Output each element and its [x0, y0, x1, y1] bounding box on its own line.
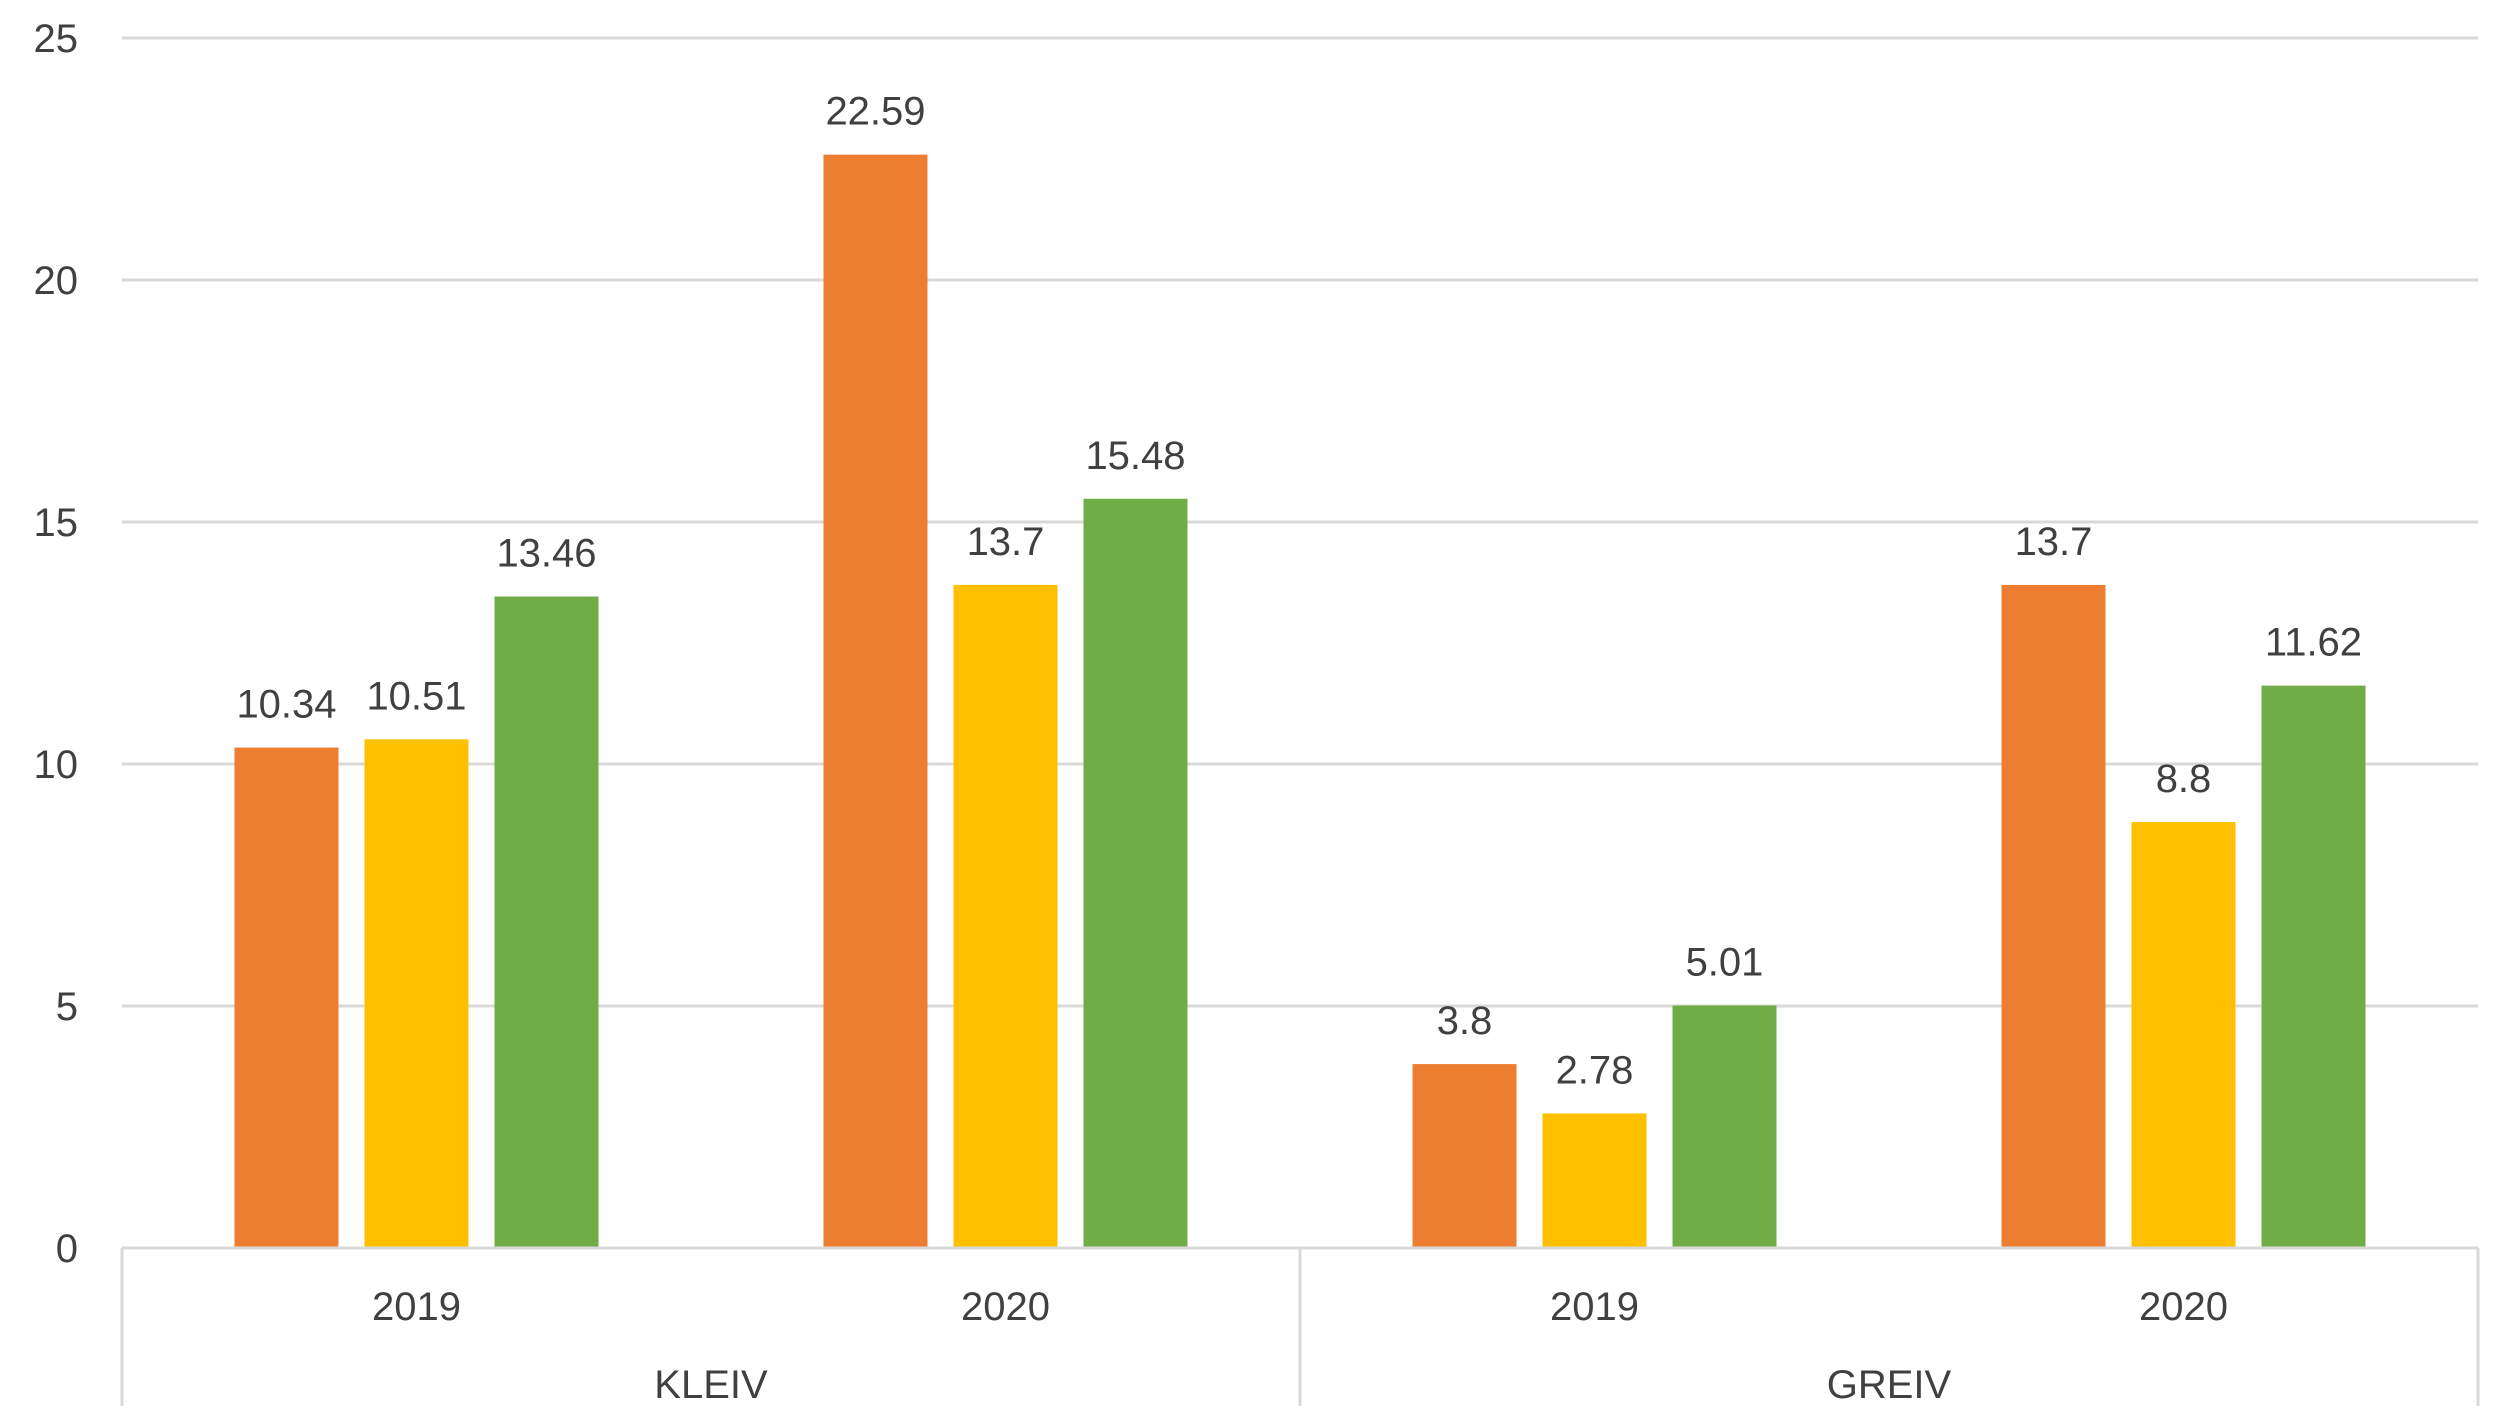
data-label: 10.51	[366, 674, 466, 718]
bar	[1542, 1113, 1647, 1248]
bar	[234, 747, 339, 1248]
data-label: 13.7	[967, 520, 1045, 564]
bar	[953, 584, 1058, 1248]
y-tick-label: 20	[34, 259, 79, 303]
bar	[364, 739, 469, 1248]
bar	[2001, 584, 2106, 1248]
data-label: 3.8	[1437, 999, 1493, 1043]
y-axis-ticks: 0 5 10 15 20 25	[34, 17, 79, 1271]
bar	[494, 596, 599, 1248]
x-axis: 2019 2020 2019 2020 KLEIV GREIV	[120, 1246, 2480, 1407]
bar	[1412, 1064, 1517, 1248]
x-group-label: KLEIV	[654, 1363, 768, 1406]
bar	[2131, 822, 2236, 1248]
x-category-label: 2020	[961, 1285, 1050, 1329]
data-label: 2.78	[1556, 1048, 1634, 1092]
x-category-label: 2019	[372, 1285, 461, 1329]
data-label: 11.62	[2265, 621, 2362, 665]
data-labels: 10.34 10.51 13.46 22.59 13.7 15.48 3.8 2.78 5.01…	[236, 90, 2362, 1093]
bar	[1083, 498, 1188, 1248]
bar	[2261, 685, 2366, 1248]
bars	[234, 154, 2366, 1248]
y-tick-label: 25	[34, 17, 79, 61]
data-label: 13.46	[496, 532, 596, 576]
data-label: 15.48	[1085, 434, 1185, 478]
y-tick-label: 10	[34, 743, 79, 787]
y-tick-label: 15	[34, 501, 79, 545]
data-label: 13.7	[2015, 520, 2093, 564]
data-label: 8.8	[2156, 757, 2212, 801]
y-tick-label: 5	[56, 985, 78, 1029]
data-label: 10.34	[236, 683, 336, 727]
gridlines	[122, 36, 2478, 1008]
x-category-label: 2019	[1550, 1285, 1639, 1329]
bar	[823, 154, 928, 1248]
y-tick-label: 0	[56, 1227, 78, 1271]
x-group-label: GREIV	[1827, 1363, 1952, 1406]
data-label: 22.59	[825, 90, 925, 134]
data-label: 5.01	[1686, 941, 1764, 985]
x-category-label: 2020	[2139, 1285, 2228, 1329]
bar	[1672, 1005, 1777, 1248]
